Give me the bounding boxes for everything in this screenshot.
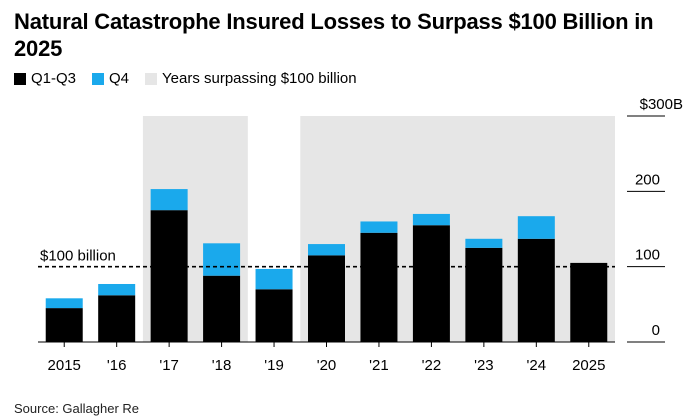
reference-line-label: $100 billion xyxy=(40,248,116,265)
source-note: Source: Gallagher Re xyxy=(14,401,140,416)
chart-title: Natural Catastrophe Insured Losses to Su… xyxy=(14,9,654,61)
legend-swatch-q1-q3 xyxy=(14,73,26,85)
x-tick-label: '19 xyxy=(264,357,284,374)
x-tick-label: '24 xyxy=(527,357,547,374)
legend-swatch-highlight xyxy=(145,73,158,85)
bar-q4 xyxy=(45,298,83,309)
legend-item-q4: Q4 xyxy=(92,70,129,88)
bar-q4 xyxy=(465,238,503,248)
legend-label-highlight: Years surpassing $100 billion xyxy=(162,70,357,87)
bar-q4 xyxy=(98,283,136,296)
bar-q4 xyxy=(308,244,345,256)
x-tick-label: '17 xyxy=(159,357,179,374)
x-tick-label: 2025 xyxy=(572,357,605,374)
legend-label-q4: Q4 xyxy=(109,70,130,87)
legend-item-highlight: Years surpassing $100 billion xyxy=(145,70,357,88)
y-tick-label: 0 xyxy=(652,322,660,339)
bar-q1-q3 xyxy=(203,275,241,342)
bar-q1-q3 xyxy=(465,247,503,342)
y-tick-label: 100 xyxy=(635,247,660,264)
bar-q1-q3 xyxy=(570,262,608,342)
legend-swatch-q4 xyxy=(92,73,105,85)
axes: 2015 '16 '17 '18 '19 '20 '21 '22 '23 '24 2025 0 100 2… xyxy=(38,96,683,374)
bar-q4 xyxy=(150,189,188,211)
bar-q4 xyxy=(412,213,450,226)
bar-q1-q3 xyxy=(308,255,345,342)
y-tick-label: 200 xyxy=(635,171,660,188)
x-tick-label: 2015 xyxy=(48,357,81,374)
bar-q4 xyxy=(203,243,241,276)
x-tick-label: '16 xyxy=(107,357,127,374)
legend-label-q1-q3: Q1-Q3 xyxy=(31,70,77,87)
bar-q1-q3 xyxy=(412,225,450,342)
bar-q1-q3 xyxy=(360,232,398,342)
x-tick-label: '20 xyxy=(317,357,337,374)
legend-item-q1-q3: Q1-Q3 xyxy=(14,70,76,88)
bar-q1-q3 xyxy=(98,295,136,342)
x-tick-label: '22 xyxy=(422,357,442,374)
bar-q1-q3 xyxy=(517,238,555,342)
x-tick-label: '18 xyxy=(212,357,232,374)
x-tick-label: '21 xyxy=(369,357,389,374)
bar-q1-q3 xyxy=(150,210,188,342)
y-tick-label: $300B xyxy=(640,96,683,113)
bar-q4 xyxy=(517,216,555,239)
reference-line-group: $100 billion xyxy=(38,248,615,268)
bar-q1-q3 xyxy=(45,308,83,342)
bar-q1-q3 xyxy=(255,289,293,342)
bar-q4 xyxy=(255,268,293,290)
highlight-band xyxy=(300,116,615,342)
chart-legend: Q1-Q3 Q4 Years surpassing $100 billion xyxy=(14,70,373,88)
bars xyxy=(45,189,608,342)
x-tick-label: '23 xyxy=(474,357,494,374)
bar-q4 xyxy=(360,221,398,233)
